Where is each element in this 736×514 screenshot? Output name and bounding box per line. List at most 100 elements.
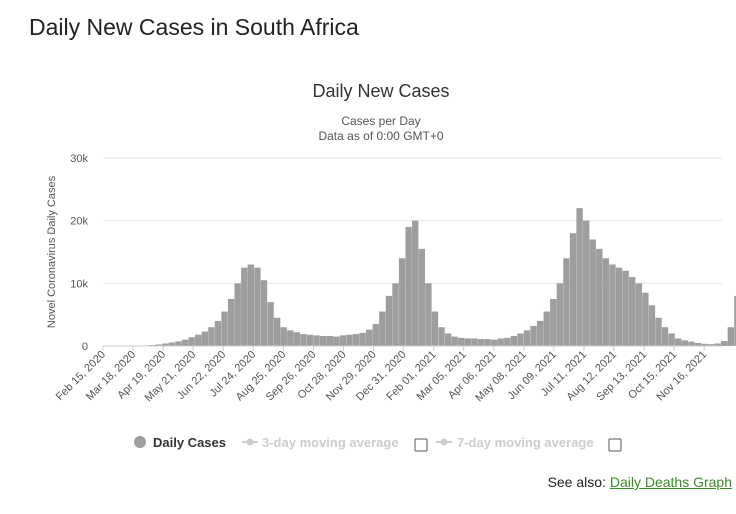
bar — [287, 330, 294, 346]
bar — [688, 341, 695, 346]
daily-deaths-graph-link[interactable]: Daily Deaths Graph — [609, 474, 732, 490]
bar — [385, 295, 393, 346]
see-also-label: See also: — [547, 474, 606, 490]
bar — [175, 341, 182, 346]
bar — [484, 339, 491, 346]
bar — [615, 267, 623, 346]
bar — [313, 335, 320, 346]
bar — [668, 333, 675, 346]
bar — [490, 339, 498, 346]
bar — [471, 338, 478, 346]
bar — [517, 333, 524, 346]
legend-checkbox-7-day-average[interactable] — [608, 438, 622, 452]
legend-checkbox-3-day-average[interactable] — [414, 438, 428, 452]
y-tick-label: 30k — [70, 153, 88, 165]
bar — [247, 264, 255, 346]
bar — [681, 340, 688, 346]
bar — [707, 344, 715, 346]
legend: Daily Cases 3-day moving average 7-day m… — [134, 435, 622, 452]
bar — [260, 280, 268, 346]
bar — [254, 267, 261, 346]
daily-cases-chart: Daily New Cases Cases per Day Data as of… — [46, 81, 736, 452]
bar — [273, 317, 281, 346]
bar — [221, 311, 228, 346]
y-axis-ticks: 0 10k 20k 30k — [70, 153, 88, 353]
bar — [497, 338, 504, 346]
bar — [635, 283, 642, 346]
bar — [675, 338, 682, 346]
bar — [162, 343, 169, 346]
bar — [523, 330, 531, 346]
bar — [438, 327, 445, 346]
chart-title: Daily New Cases — [312, 81, 449, 101]
bar — [714, 343, 721, 346]
bar — [352, 334, 360, 346]
bar — [431, 311, 439, 346]
y-tick-label: 20k — [70, 216, 88, 228]
bar — [188, 337, 195, 346]
bar — [293, 332, 301, 346]
bar-series — [122, 208, 736, 346]
bar — [333, 336, 340, 346]
bar — [412, 220, 419, 346]
bar — [195, 334, 202, 346]
bar — [280, 327, 287, 346]
y-tick-label: 10k — [70, 278, 88, 290]
bar — [589, 239, 596, 346]
legend-item-7-day-average[interactable]: 7-day moving average — [436, 435, 594, 450]
bar — [510, 335, 518, 346]
bar — [727, 327, 735, 346]
bar — [267, 302, 274, 346]
legend-item-3-day-average[interactable]: 3-day moving average — [242, 435, 399, 450]
bar — [425, 283, 432, 346]
bar — [181, 339, 189, 346]
bar — [346, 334, 353, 346]
legend-label-daily-cases: Daily Cases — [153, 435, 226, 450]
bar — [464, 338, 472, 346]
bar — [609, 264, 616, 346]
bar — [155, 344, 162, 346]
bar — [536, 320, 544, 346]
bar — [227, 299, 235, 346]
bar — [556, 283, 564, 346]
see-also: See also: Daily Deaths Graph — [548, 474, 732, 490]
bar — [642, 292, 649, 346]
bar — [458, 337, 465, 346]
bar — [234, 283, 241, 346]
bar — [398, 258, 406, 346]
bar — [602, 258, 610, 346]
bar — [543, 311, 550, 346]
bar — [451, 336, 458, 346]
bar — [444, 333, 452, 346]
bar — [582, 220, 590, 346]
chart-subtitle-line-1: Cases per Day — [341, 114, 420, 128]
bar — [550, 299, 557, 346]
bar — [576, 208, 583, 346]
bar — [721, 340, 728, 346]
bar — [418, 248, 425, 346]
bar — [734, 295, 736, 346]
bar — [300, 334, 307, 346]
bar — [201, 331, 209, 346]
legend-marker-3-day-average — [246, 438, 254, 446]
bar — [477, 339, 485, 346]
bar — [208, 327, 215, 346]
bar — [569, 233, 577, 346]
bar — [372, 324, 379, 346]
bar — [701, 343, 708, 346]
legend-marker-daily-cases — [134, 436, 146, 448]
bar — [563, 258, 570, 346]
bar — [655, 317, 662, 346]
bar — [648, 305, 656, 346]
bar — [306, 334, 314, 346]
bar — [214, 320, 222, 346]
bar — [379, 311, 386, 346]
legend-item-daily-cases[interactable]: Daily Cases — [134, 435, 226, 450]
bar — [168, 342, 176, 346]
legend-marker-7-day-average — [440, 438, 448, 446]
bar — [596, 248, 603, 346]
y-axis-label: Novel Coronavirus Daily Cases — [46, 175, 58, 328]
bar — [661, 327, 669, 346]
bar — [405, 226, 412, 346]
